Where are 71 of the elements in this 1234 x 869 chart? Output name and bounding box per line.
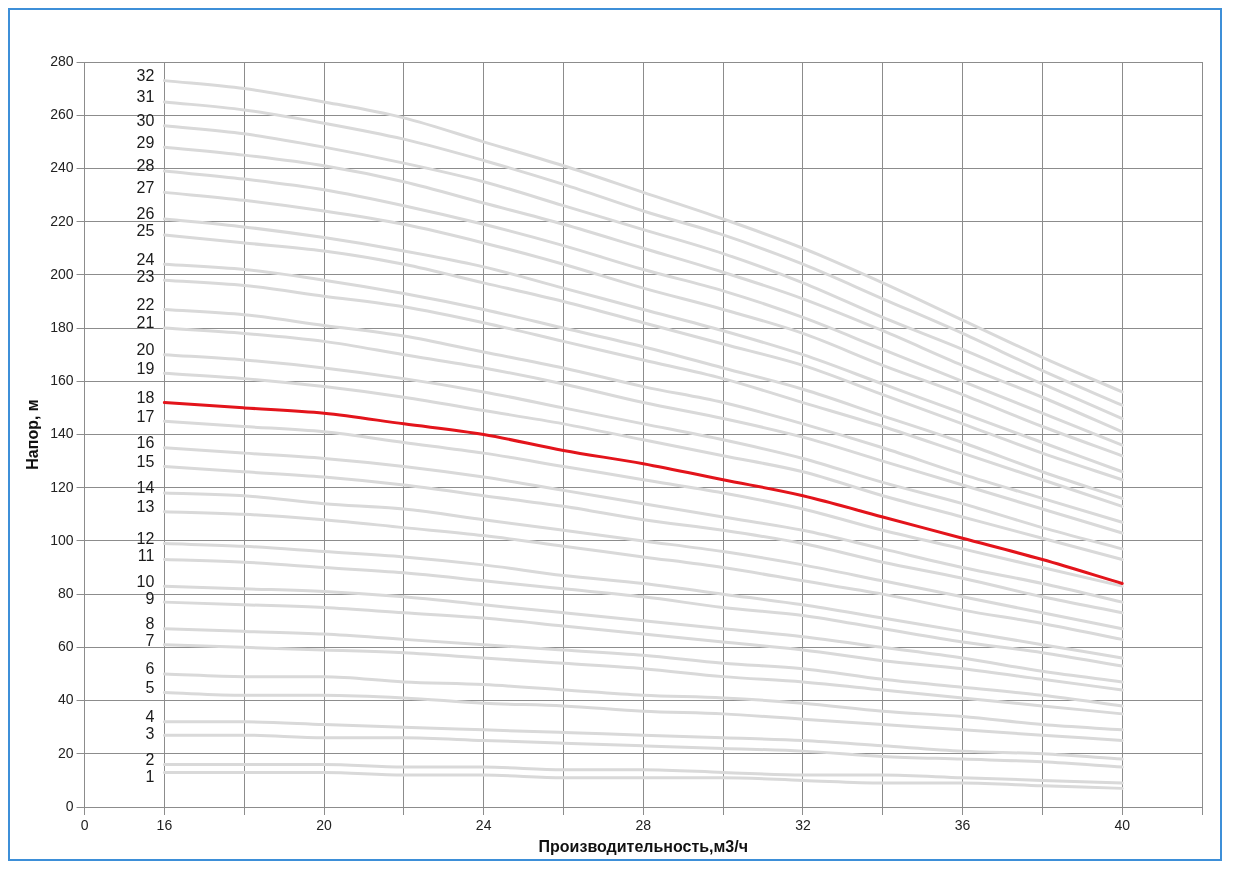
line-series <box>162 584 1124 684</box>
line-series <box>162 446 1124 604</box>
x-axis-title: Производительность,м3/ч <box>538 837 749 855</box>
series-label: 23 <box>136 267 155 285</box>
series-label: 2 <box>145 750 155 768</box>
y-tick-label: 40 <box>57 691 74 708</box>
series-label: 19 <box>136 359 155 377</box>
line-series <box>162 491 1124 631</box>
y-tick-label: 20 <box>57 744 74 761</box>
y-tick-label: 200 <box>50 265 74 282</box>
x-tick-label: 24 <box>475 817 492 834</box>
line-series <box>162 643 1124 716</box>
series-label: 20 <box>136 341 155 359</box>
series-label: 28 <box>136 157 155 175</box>
y-tick-label: 60 <box>57 638 74 655</box>
series-label: 1 <box>145 767 155 785</box>
y-tick-label: 220 <box>50 212 74 229</box>
y-axis-title: Напор, м <box>24 399 42 470</box>
x-tick-label: 0 <box>80 817 89 834</box>
y-tick-label: 240 <box>50 159 74 176</box>
series-label: 21 <box>136 314 155 332</box>
y-tick-label: 140 <box>50 425 74 442</box>
series-label: 17 <box>136 407 155 425</box>
series-label: 13 <box>136 498 155 516</box>
series-label: 12 <box>136 530 155 547</box>
x-tick-label: 32 <box>795 817 811 834</box>
y-tick-label: 280 <box>50 52 74 69</box>
series-label: 10 <box>136 572 155 590</box>
series-label: 3 <box>145 725 155 743</box>
series-label: 4 <box>145 708 155 726</box>
y-tick-label: 260 <box>50 106 74 123</box>
line-series <box>162 691 1124 742</box>
line-series <box>162 627 1124 708</box>
y-tick-label: 80 <box>57 585 74 601</box>
line-series <box>162 600 1124 692</box>
line-series <box>162 672 1124 732</box>
x-tick-label: 20 <box>316 817 333 834</box>
series-label: 26 <box>136 205 155 223</box>
series-label: 32 <box>136 67 155 85</box>
y-tick-label: 180 <box>50 318 74 335</box>
line-series <box>162 542 1124 660</box>
series-label: 14 <box>136 479 155 497</box>
series-label: 16 <box>136 434 155 452</box>
series-label: 18 <box>136 388 155 406</box>
x-tick-label: 36 <box>954 817 971 834</box>
series-label: 6 <box>145 660 155 678</box>
series-label: 31 <box>136 88 155 106</box>
x-tick-label: 16 <box>156 817 173 834</box>
series-label: 25 <box>136 222 155 240</box>
series-label: 8 <box>145 615 155 633</box>
line-series <box>162 464 1124 615</box>
series-label: 29 <box>136 133 155 151</box>
series-label: 5 <box>145 679 155 696</box>
x-tick-label: 28 <box>635 817 652 834</box>
series-label: 22 <box>136 295 155 313</box>
series-label: 27 <box>136 178 155 196</box>
x-tick-label: 40 <box>1114 817 1131 834</box>
y-tick-label: 160 <box>50 372 74 389</box>
line-series <box>162 510 1124 641</box>
y-tick-label: 0 <box>65 797 74 814</box>
series-label: 9 <box>145 589 155 607</box>
series-label: 11 <box>137 547 155 564</box>
series-label: 24 <box>136 250 155 268</box>
series-label: 30 <box>136 112 155 130</box>
line-series <box>162 558 1124 668</box>
series-label: 15 <box>136 452 155 470</box>
y-tick-label: 100 <box>50 531 74 548</box>
line-series <box>162 720 1124 761</box>
line-series <box>162 733 1124 769</box>
y-tick-label: 120 <box>50 478 74 495</box>
series-label: 7 <box>145 632 155 650</box>
